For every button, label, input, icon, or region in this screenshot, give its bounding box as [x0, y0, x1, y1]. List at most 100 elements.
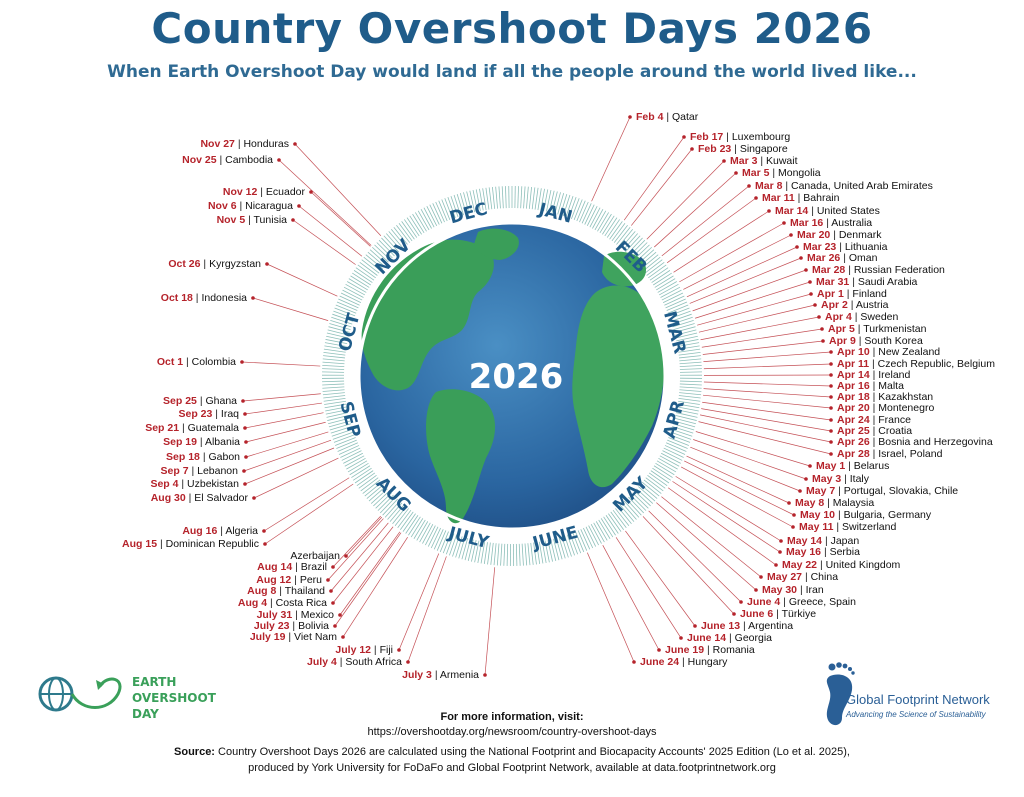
day-tick — [663, 447, 684, 458]
overshoot-date: Mar 5 — [742, 167, 770, 179]
overshoot-date: May 8 — [795, 497, 824, 509]
overshoot-date: Oct 26 — [168, 258, 200, 270]
day-tick — [644, 259, 663, 274]
day-tick — [518, 543, 521, 566]
day-tick — [679, 392, 702, 396]
leader-dot — [406, 660, 410, 664]
day-tick — [679, 368, 702, 370]
day-tick — [586, 205, 598, 227]
country-name: Iraq — [221, 408, 239, 420]
day-tick — [671, 428, 693, 437]
day-tick — [353, 270, 373, 283]
day-tick — [439, 531, 449, 553]
leader-line — [656, 502, 757, 591]
day-tick — [413, 519, 426, 539]
country-label: Mar 3 | Kuwait — [730, 155, 798, 167]
svg-text:Mar 31 | Saudi Arabia: Mar 31 | Saudi Arabia — [816, 276, 918, 288]
day-tick — [322, 361, 345, 365]
day-tick — [605, 515, 619, 534]
country-name: Saudi Arabia — [858, 276, 918, 288]
more-info-link[interactable]: https://overshootday.org/newsroom/countr… — [367, 726, 657, 738]
day-tick — [675, 332, 698, 339]
overshoot-date: Mar 28 — [812, 264, 845, 276]
day-tick — [503, 543, 506, 566]
leader-line — [695, 281, 811, 319]
country-name: Israel, Poland — [878, 448, 942, 460]
country-name: Malaysia — [833, 497, 875, 509]
svg-text:May 3 | Italy: May 3 | Italy — [812, 473, 870, 485]
svg-text:May 10 | Bulgaria, Germany: May 10 | Bulgaria, Germany — [800, 509, 932, 521]
leader-line — [342, 536, 408, 638]
day-tick — [667, 439, 688, 449]
day-tick — [678, 400, 700, 405]
country-label: June 19 | Romania — [665, 644, 755, 656]
leader-line — [672, 481, 781, 553]
day-tick — [425, 525, 436, 546]
day-tick — [323, 397, 346, 402]
leader-dot — [263, 542, 267, 546]
day-tick — [677, 345, 700, 350]
svg-text:July 12 | Fiji: July 12 | Fiji — [335, 644, 393, 656]
svg-text:Nov 6 | Nicaragua: Nov 6 | Nicaragua — [208, 200, 293, 212]
global-footprint-network-logo[interactable]: Global Footprint Network Advancing the S… — [816, 660, 1006, 730]
svg-text:Apr 10 | New Zealand: Apr 10 | New Zealand — [837, 346, 940, 358]
day-tick — [544, 540, 550, 563]
overshoot-date: Apr 20 — [837, 402, 870, 414]
svg-text:Mar 14 | United States: Mar 14 | United States — [775, 205, 880, 217]
day-tick — [469, 190, 476, 213]
country-name: Mexico — [301, 609, 334, 621]
day-tick — [336, 301, 358, 311]
day-tick — [524, 543, 528, 566]
day-tick — [333, 434, 355, 443]
day-tick — [333, 310, 355, 319]
leader-dot — [331, 565, 335, 569]
overshoot-date: Mar 26 — [807, 252, 840, 264]
country-name: Denmark — [839, 229, 882, 241]
overshoot-date: Oct 18 — [161, 292, 193, 304]
day-tick — [550, 539, 557, 561]
day-tick — [394, 508, 409, 527]
more-info-label: For more information, visit: — [440, 711, 584, 723]
day-tick — [608, 513, 622, 532]
day-tick — [324, 400, 346, 405]
day-tick — [551, 191, 558, 213]
day-tick — [384, 500, 401, 518]
overshoot-date: Mar 8 — [755, 180, 783, 192]
overshoot-date: Apr 2 — [821, 299, 848, 311]
day-tick — [354, 470, 374, 484]
day-tick — [480, 541, 486, 564]
leader-line — [615, 537, 682, 639]
country-label: May 1 | Belarus — [816, 460, 889, 472]
earth-overshoot-day-logo[interactable]: EARTH OVERSHOOT DAY — [38, 670, 238, 726]
country-name: Ghana — [205, 395, 237, 407]
overshoot-date: Nov 27 — [200, 138, 235, 150]
day-tick — [604, 217, 618, 237]
day-tick — [475, 189, 481, 212]
leader-dot — [808, 464, 812, 468]
day-tick — [629, 239, 646, 257]
svg-text:Apr 25 | Croatia: Apr 25 | Croatia — [837, 425, 912, 437]
day-tick — [565, 195, 574, 218]
svg-text:Apr 14 | Ireland: Apr 14 | Ireland — [837, 369, 911, 381]
leader-line — [703, 381, 832, 387]
day-tick — [598, 519, 611, 539]
source-label: Source: — [174, 746, 215, 758]
country-name: Cambodia — [225, 154, 273, 166]
leader-line — [292, 219, 356, 265]
leader-dot — [297, 204, 301, 208]
day-tick — [630, 494, 647, 511]
day-tick — [648, 264, 667, 279]
leader-dot — [341, 635, 345, 639]
country-name: Bahrain — [803, 192, 839, 204]
day-tick — [654, 275, 674, 288]
day-tick — [674, 329, 697, 336]
day-tick — [659, 455, 680, 467]
country-name: Brazil — [301, 561, 327, 573]
country-label: Aug 4 | Costa Rica — [238, 597, 327, 609]
country-label: July 12 | Fiji — [335, 644, 393, 656]
overshoot-date: May 14 — [787, 535, 822, 547]
day-tick — [482, 188, 487, 211]
leader-line — [278, 159, 372, 246]
leader-line — [330, 522, 389, 592]
leader-line — [646, 160, 725, 240]
